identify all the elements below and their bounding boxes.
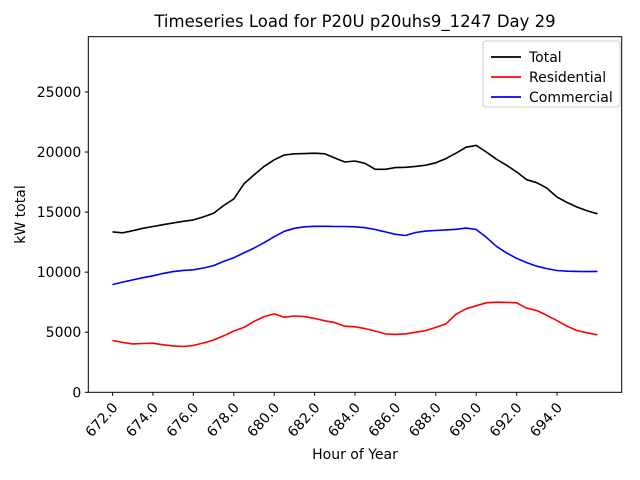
legend-entry-label: Total (528, 50, 562, 66)
x-axis-label: Hour of Year (312, 447, 398, 463)
x-tick-label: 682.0 (285, 400, 324, 441)
series-line-commercial (112, 225, 598, 286)
y-tick-label: 15000 (37, 205, 82, 221)
chart-title: Timeseries Load for P20U p20uhs9_1247 Da… (153, 12, 555, 32)
y-tick-label: 0 (72, 385, 81, 401)
y-tick-label: 10000 (37, 265, 82, 281)
y-tick-label: 5000 (46, 325, 82, 341)
x-tick-label: 680.0 (244, 400, 283, 441)
x-tick-label: 692.0 (487, 400, 526, 441)
y-tick-label: 20000 (37, 145, 82, 161)
y-axis-label: kW total (13, 185, 29, 243)
x-tick-label: 690.0 (446, 400, 485, 441)
x-tick-label: 684.0 (325, 400, 364, 441)
y-tick-label: 25000 (37, 85, 82, 101)
x-tick-label: 674.0 (123, 400, 162, 441)
x-tick-label: 676.0 (164, 400, 203, 441)
series-line-residential (112, 301, 598, 348)
plot-area: 0 5000 10000 15000 20000 25000 672.0 674.0 676.0… (37, 36, 623, 441)
series-line-total (112, 144, 598, 234)
legend-entry-label: Residential (529, 70, 606, 86)
x-tick-label: 678.0 (204, 400, 243, 441)
x-tick-label: 694.0 (527, 400, 566, 441)
x-tick-label: 672.0 (83, 400, 122, 441)
x-tick-label: 686.0 (366, 400, 405, 441)
x-tick-label: 688.0 (406, 400, 445, 441)
legend-entry-label: Commercial (529, 90, 613, 106)
